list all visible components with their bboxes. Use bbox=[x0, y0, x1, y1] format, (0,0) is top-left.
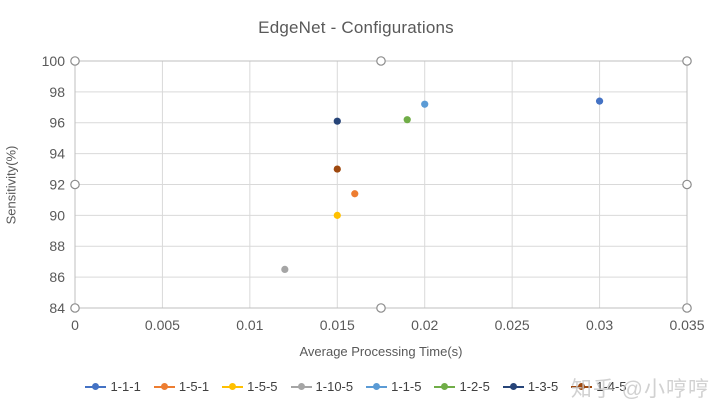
y-tick-label: 90 bbox=[49, 207, 65, 223]
selection-handle[interactable] bbox=[682, 179, 692, 190]
y-tick-label: 94 bbox=[49, 146, 65, 162]
x-tick-label: 0.01 bbox=[236, 317, 263, 333]
data-point-1-5-1[interactable] bbox=[351, 190, 359, 198]
chart-legend: 1-1-1 1-5-1 1-5-5 1-10-5 1-1-5 1-2-5 1-3-5 1-4-… bbox=[0, 379, 712, 394]
y-tick-label: 98 bbox=[49, 84, 65, 100]
legend-label: 1-10-5 bbox=[315, 379, 354, 394]
legend-item-1-1-5[interactable]: 1-1-5 bbox=[366, 379, 421, 394]
x-tick-label: 0.025 bbox=[495, 317, 530, 333]
legend-label: 1-2-5 bbox=[459, 379, 490, 394]
y-tick-label: 88 bbox=[49, 238, 65, 254]
selection-handle[interactable] bbox=[682, 56, 692, 66]
legend-label: 1-5-5 bbox=[247, 379, 278, 394]
chart-title: EdgeNet - Configurations bbox=[258, 18, 454, 37]
legend-marker-icon bbox=[290, 383, 312, 390]
legend-label: 1-3-5 bbox=[527, 379, 559, 394]
data-point-1-2-5[interactable] bbox=[403, 116, 411, 124]
legend-marker-icon bbox=[502, 383, 524, 390]
data-point-1-1-5[interactable] bbox=[421, 100, 429, 108]
data-point-1-5-5[interactable] bbox=[333, 211, 341, 219]
selection-handle[interactable] bbox=[682, 303, 692, 313]
x-tick-label: 0.02 bbox=[411, 317, 438, 333]
legend-marker-icon bbox=[222, 383, 244, 390]
x-tick-label: 0.035 bbox=[669, 317, 704, 333]
selection-handle[interactable] bbox=[70, 56, 80, 66]
legend-label: 1-4-5 bbox=[596, 379, 627, 394]
data-point-1-4-5[interactable] bbox=[333, 165, 341, 173]
data-point-1-1-1[interactable] bbox=[595, 97, 604, 105]
legend-item-1-3-5[interactable]: 1-3-5 bbox=[502, 379, 559, 394]
legend-marker-icon bbox=[153, 383, 175, 390]
legend-label: 1-1-5 bbox=[391, 379, 422, 394]
legend-item-1-5-5[interactable]: 1-5-5 bbox=[222, 379, 278, 394]
data-point-1-10-5[interactable] bbox=[281, 265, 289, 274]
legend-item-1-10-5[interactable]: 1-10-5 bbox=[290, 379, 354, 394]
selection-handle[interactable] bbox=[70, 303, 80, 313]
data-point-1-3-5[interactable] bbox=[333, 117, 341, 125]
x-tick-label: 0.015 bbox=[320, 317, 355, 333]
x-tick-label: 0.005 bbox=[145, 317, 180, 333]
legend-item-1-4-5[interactable]: 1-4-5 bbox=[571, 379, 627, 394]
x-tick-label: 0 bbox=[71, 317, 79, 333]
x-tick-label: 0.03 bbox=[586, 317, 613, 333]
selection-handle[interactable] bbox=[376, 56, 386, 66]
y-tick-label: 84 bbox=[49, 300, 65, 316]
legend-label: 1-1-1 bbox=[110, 379, 141, 394]
x-axis-title: Average Processing Time(s) bbox=[299, 344, 463, 359]
y-tick-label: 92 bbox=[49, 176, 65, 192]
legend-marker-icon bbox=[434, 383, 456, 390]
legend-marker-icon bbox=[85, 383, 107, 390]
selection-handle[interactable] bbox=[70, 179, 80, 190]
legend-item-1-1-1[interactable]: 1-1-1 bbox=[85, 379, 141, 394]
y-tick-label: 86 bbox=[49, 269, 65, 285]
selection-handle[interactable] bbox=[376, 303, 386, 313]
legend-marker-icon bbox=[571, 383, 593, 390]
legend-label: 1-5-1 bbox=[178, 379, 210, 394]
y-tick-label: 96 bbox=[49, 115, 65, 131]
legend-item-1-2-5[interactable]: 1-2-5 bbox=[434, 379, 490, 394]
legend-item-1-5-1[interactable]: 1-5-1 bbox=[153, 379, 210, 394]
y-tick-label: 100 bbox=[42, 53, 66, 69]
legend-marker-icon bbox=[366, 383, 388, 390]
